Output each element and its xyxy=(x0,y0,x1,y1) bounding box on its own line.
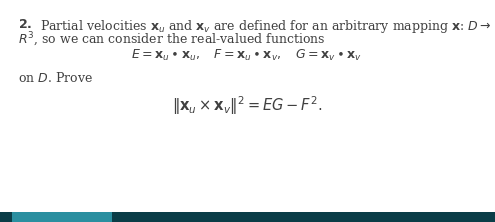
Text: $E = \mathbf{x}_u \bullet \mathbf{x}_u, \quad F = \mathbf{x}_u \bullet \mathbf{x: $E = \mathbf{x}_u \bullet \mathbf{x}_u, … xyxy=(131,48,363,63)
Text: on $D$. Prove: on $D$. Prove xyxy=(18,71,93,85)
Bar xyxy=(12,212,112,222)
Text: Partial velocities $\mathbf{x}_u$ and $\mathbf{x}_v$ are defined for an arbitrar: Partial velocities $\mathbf{x}_u$ and $\… xyxy=(40,18,492,35)
Text: $\|\mathbf{x}_u \times \mathbf{x}_v\|^2 = EG - F^2.$: $\|\mathbf{x}_u \times \mathbf{x}_v\|^2 … xyxy=(172,94,322,117)
Text: $\mathbf{2.}$: $\mathbf{2.}$ xyxy=(18,18,32,31)
Bar xyxy=(0,212,495,222)
Text: $R^3$, so we can consider the real-valued functions: $R^3$, so we can consider the real-value… xyxy=(18,31,326,49)
